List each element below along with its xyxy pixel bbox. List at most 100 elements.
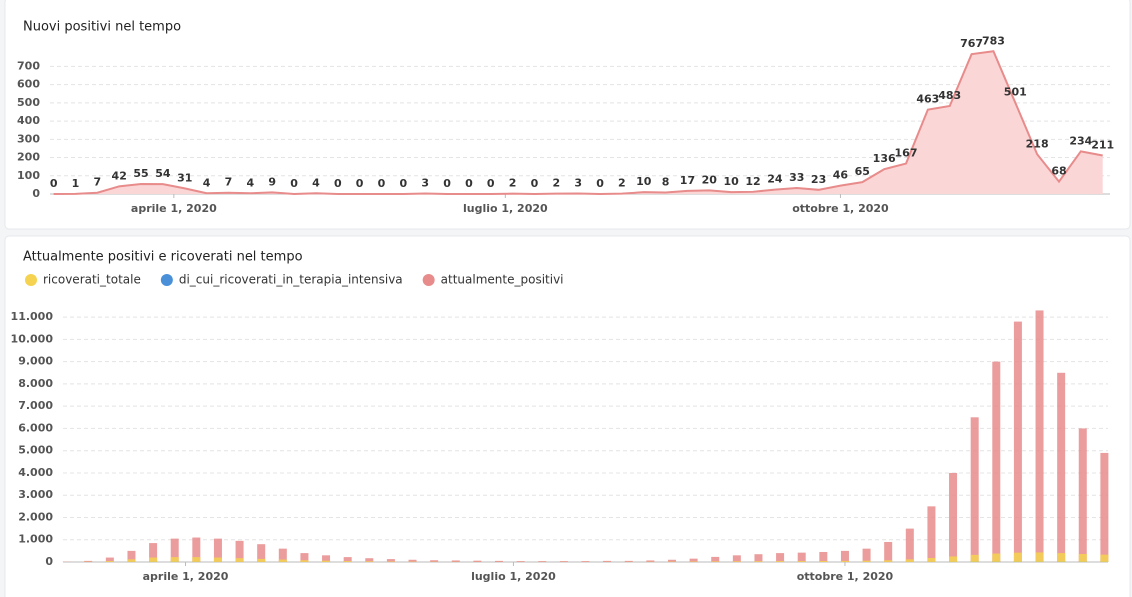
bar	[1078, 553, 1087, 562]
bar	[170, 557, 179, 562]
data-label: 483	[938, 89, 961, 102]
bar	[365, 558, 374, 562]
bar	[970, 417, 979, 562]
bar	[1013, 321, 1022, 562]
bar	[1078, 428, 1087, 562]
y-tick-label: 400	[17, 114, 40, 127]
bar	[84, 560, 93, 562]
data-label: 10	[724, 175, 740, 188]
data-label: 2	[509, 177, 517, 190]
y-tick-label: 100	[17, 169, 40, 182]
bar	[127, 559, 136, 562]
bar	[776, 553, 785, 562]
bar	[819, 560, 828, 562]
bar	[754, 554, 763, 562]
data-label: 4	[312, 176, 320, 189]
data-label: 8	[662, 176, 670, 189]
bar	[300, 553, 309, 562]
bar	[840, 550, 849, 562]
data-label: 33	[789, 171, 804, 184]
bar	[343, 561, 352, 562]
data-label: 17	[680, 174, 695, 187]
data-label: 0	[443, 177, 451, 190]
bar	[927, 506, 936, 562]
data-label: 4	[247, 176, 255, 189]
bar	[451, 560, 460, 562]
bar	[516, 561, 525, 562]
bar	[970, 554, 979, 562]
bar	[213, 538, 222, 562]
y-tick-label: 3.000	[18, 488, 53, 501]
y-tick-label: 1.000	[18, 533, 53, 546]
bar	[1100, 554, 1109, 562]
data-label: 7	[225, 176, 233, 189]
bar	[581, 561, 590, 562]
bar	[105, 557, 114, 562]
y-tick-label: 0	[45, 555, 53, 568]
bar	[343, 557, 352, 562]
data-label: 55	[133, 167, 148, 180]
bar	[905, 528, 914, 562]
legend-marker	[160, 274, 173, 286]
y-tick-label: 11.000	[11, 310, 54, 323]
x-tick-label: luglio 1, 2020	[471, 570, 556, 583]
data-label: 23	[811, 173, 826, 186]
card	[4, 235, 1131, 597]
bar	[905, 559, 914, 562]
data-label: 31	[177, 171, 192, 184]
y-tick-label: 300	[17, 132, 40, 145]
bar	[862, 560, 871, 562]
data-label: 9	[268, 175, 276, 188]
bar	[192, 557, 201, 562]
data-label: 0	[400, 177, 408, 190]
bar	[754, 561, 763, 562]
bar	[430, 560, 439, 562]
bar	[992, 361, 1001, 562]
y-tick-label: 600	[17, 78, 40, 91]
bar	[192, 537, 201, 562]
data-label: 211	[1091, 139, 1114, 152]
data-label: 2	[552, 177, 560, 190]
bar	[300, 560, 309, 562]
legend-marker	[25, 274, 37, 286]
x-tick-label: aprile 1, 2020	[143, 570, 229, 583]
bar	[365, 561, 374, 562]
bar	[473, 560, 482, 562]
data-label: 2	[618, 177, 626, 190]
x-tick-label: ottobre 1, 2020	[792, 202, 889, 215]
bar	[105, 561, 114, 562]
y-tick-label: 6.000	[18, 421, 53, 434]
bar	[1013, 552, 1022, 562]
data-label: 218	[1026, 137, 1049, 150]
bar	[797, 561, 806, 562]
bar	[170, 538, 179, 562]
bar	[646, 560, 655, 562]
line	[53, 50, 1103, 196]
bar	[1035, 310, 1044, 562]
bar	[538, 561, 547, 562]
bar	[840, 560, 849, 562]
bar	[235, 540, 244, 562]
bar	[797, 552, 806, 562]
data-label: 0	[465, 177, 473, 190]
data-label: 0	[596, 177, 604, 190]
bar	[559, 561, 568, 562]
data-label: 20	[702, 173, 718, 186]
data-label: 4	[203, 176, 211, 189]
data-label: 7	[94, 176, 102, 189]
bar	[386, 559, 395, 562]
bar	[495, 560, 504, 562]
data-label: 0	[356, 177, 364, 190]
y-tick-label: 0	[32, 187, 40, 200]
bar	[1100, 452, 1109, 562]
y-tick-label: 5.000	[18, 444, 53, 457]
x-tick-label: aprile 1, 2020	[131, 202, 217, 215]
bar	[711, 556, 720, 562]
data-label: 167	[895, 147, 918, 160]
data-label: 54	[155, 167, 171, 180]
bar	[711, 561, 720, 562]
y-tick-label: 10.000	[11, 332, 54, 345]
chart-title: Nuovi positivi nel tempo	[23, 20, 181, 35]
area	[53, 51, 1103, 195]
